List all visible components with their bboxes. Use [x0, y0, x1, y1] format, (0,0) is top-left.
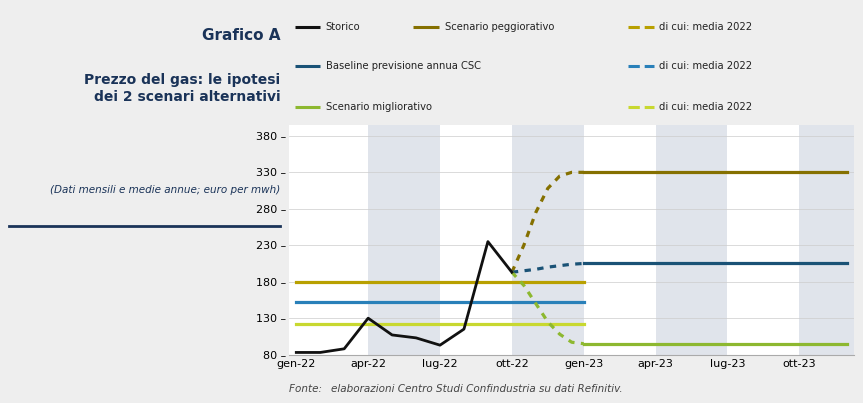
Text: Baseline previsione annua CSC: Baseline previsione annua CSC [326, 60, 481, 71]
Bar [369, 125, 440, 355]
Text: Scenario peggiorativo: Scenario peggiorativo [444, 22, 554, 32]
Text: di cui: media 2022: di cui: media 2022 [659, 60, 753, 71]
Text: Grafico A: Grafico A [202, 28, 280, 43]
Text: di cui: media 2022: di cui: media 2022 [659, 102, 753, 112]
Text: elaborazioni Centro Studi Confindustria su dati Refinitiv.: elaborazioni Centro Studi Confindustria … [331, 384, 622, 394]
Text: Prezzo del gas: le ipotesi
dei 2 scenari alternativi: Prezzo del gas: le ipotesi dei 2 scenari… [85, 73, 280, 104]
Text: Fonte:: Fonte: [289, 384, 325, 394]
Text: (Dati mensili e medie annue; euro per mwh): (Dati mensili e medie annue; euro per mw… [50, 185, 280, 195]
Text: Storico: Storico [326, 22, 361, 32]
Text: Scenario migliorativo: Scenario migliorativo [326, 102, 432, 112]
Bar [799, 125, 863, 355]
Bar [656, 125, 728, 355]
Text: di cui: media 2022: di cui: media 2022 [659, 22, 753, 32]
Bar [512, 125, 583, 355]
